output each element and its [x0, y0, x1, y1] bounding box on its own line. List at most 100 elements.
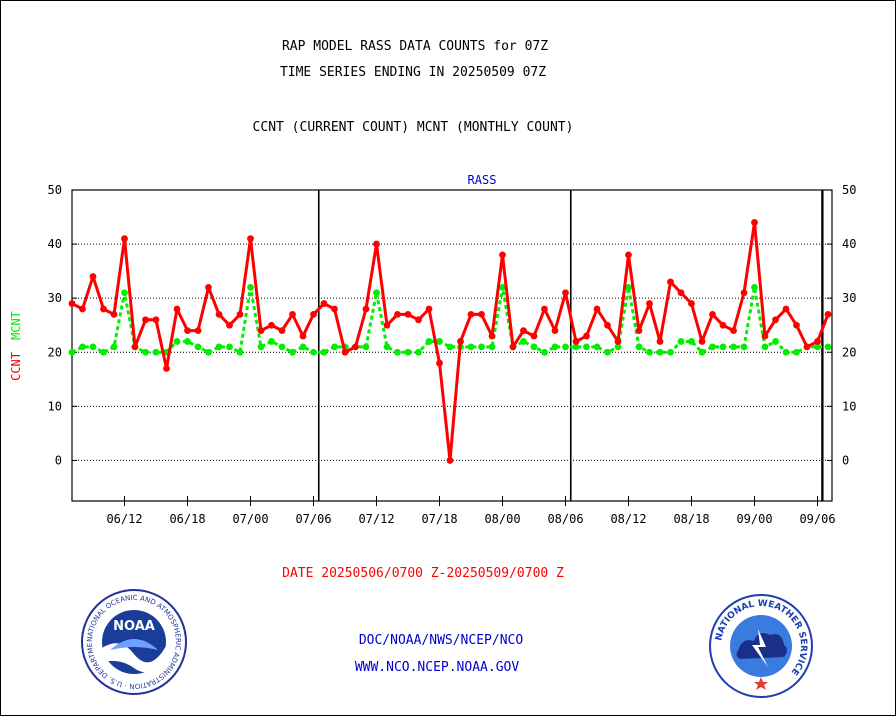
ccnt-series-point [436, 359, 443, 367]
x-tick-label: 09/00 [736, 512, 772, 526]
x-tick-label: 09/06 [799, 512, 835, 526]
ccnt-series-point [404, 311, 412, 318]
y-tick-label-right: 10 [842, 399, 856, 413]
y-tick-label-left: 0 [55, 453, 62, 467]
ccnt-series-point [131, 343, 139, 351]
ccnt-series-point [121, 235, 128, 243]
mcnt-series-point [730, 343, 737, 351]
ccnt-series-point [194, 327, 202, 335]
ccnt-series-point [299, 332, 307, 340]
ccnt-series-point [730, 327, 737, 335]
mcnt-series-point [499, 283, 506, 291]
mcnt-series-point [814, 343, 821, 351]
y-tick-label-left: 30 [48, 291, 62, 305]
mcnt-series-point [667, 348, 674, 356]
ccnt-series-point [604, 321, 611, 329]
y-tick-label-right: 50 [842, 183, 856, 197]
date-range-label: DATE 20250506/0700 Z-20250509/0700 Z [282, 566, 564, 581]
mcnt-series-point [100, 348, 107, 356]
ccnt-series-point [289, 311, 296, 318]
mcnt-series-point [194, 343, 202, 351]
mcnt-series-point [236, 348, 244, 356]
ccnt-series-point [688, 300, 695, 307]
ccnt-series-point [478, 311, 485, 318]
url-link[interactable]: WWW.NCO.NCEP.NOAA.GOV [354, 660, 520, 675]
mcnt-series-point [110, 343, 118, 351]
mcnt-series-point [761, 343, 769, 351]
ccnt-series-point [667, 278, 674, 286]
noaa-logo-text: NOAA [113, 619, 155, 634]
mcnt-series-point [688, 338, 695, 345]
ccnt-series-point [89, 273, 97, 280]
mcnt-series-point [394, 348, 401, 356]
ccnt-series-point [152, 316, 160, 324]
mcnt-series-point [593, 343, 601, 351]
mcnt-series-point [446, 343, 454, 351]
ccnt-series-point [362, 305, 370, 313]
ccnt-series-point [173, 305, 181, 313]
mcnt-series-point [467, 343, 475, 351]
ccnt-series-point [541, 305, 548, 313]
mcnt-series-point [551, 343, 559, 351]
ccnt-series-point [278, 327, 286, 335]
mcnt-series-point [719, 343, 727, 351]
ccnt-series-point [68, 300, 76, 307]
ccnt-series-point [425, 305, 433, 313]
mcnt-series-point [614, 343, 622, 351]
ccnt-series-point [79, 305, 86, 313]
mcnt-series-point [299, 343, 307, 351]
y-tick-label-right: 40 [842, 237, 856, 251]
ccnt-series-point [467, 311, 475, 318]
mcnt-series-point [331, 343, 338, 351]
mcnt-series-point [152, 348, 160, 356]
mcnt-series-point [247, 283, 254, 291]
y-axis-label-mcnt: MCNT [9, 311, 23, 340]
noaa-logo: NATIONAL OCEANIC AND ATMOSPHERIC ADMINIS… [80, 588, 187, 695]
ccnt-series-point [236, 311, 244, 318]
ccnt-series-point [205, 283, 212, 291]
ccnt-series-point [383, 321, 391, 329]
mcnt-series-point [320, 348, 328, 356]
mcnt-series-point [226, 343, 233, 351]
ccnt-series-point [352, 343, 359, 351]
ccnt-series-point [593, 305, 601, 313]
ccnt-series-point [257, 327, 265, 335]
y-tick-label-left: 20 [48, 345, 62, 359]
mcnt-series-point [751, 283, 758, 291]
mcnt-series-point [698, 348, 706, 356]
ccnt-series-point [457, 338, 464, 345]
ccnt-series-point [572, 338, 580, 345]
mcnt-series-point [478, 343, 485, 351]
mcnt-series-point [415, 348, 422, 356]
chart-subtitle: CCNT (CURRENT COUNT) MCNT (MONTHLY COUNT… [252, 120, 574, 135]
ccnt-series-point [310, 311, 317, 318]
ccnt-series-point [751, 219, 758, 226]
ccnt-series-point [142, 316, 149, 324]
ccnt-series-point [226, 321, 233, 329]
ccnt-series-point [394, 311, 401, 318]
ccnt-series-point [100, 305, 107, 313]
ccnt-series-point [488, 332, 496, 340]
ccnt-series-point [814, 338, 821, 345]
mcnt-series-point [79, 343, 86, 351]
y-tick-label-left: 40 [48, 237, 62, 251]
x-tick-label: 07/00 [232, 512, 268, 526]
mcnt-series-point [404, 348, 412, 356]
y-tick-label-right: 30 [842, 291, 856, 305]
ccnt-series-point [415, 316, 422, 324]
mcnt-series-point [635, 343, 643, 351]
ccnt-series-point [520, 327, 527, 335]
ccnt-series-point [215, 311, 223, 318]
mcnt-series-point [488, 343, 496, 351]
ccnt-series-point [163, 365, 170, 372]
mcnt-series-point [572, 343, 580, 351]
x-tick-label: 08/00 [484, 512, 520, 526]
chart-title-line2: TIME SERIES ENDING IN 20250509 07Z [279, 65, 547, 80]
chart-title-line1: RAP MODEL RASS DATA COUNTS for 07Z [281, 39, 549, 54]
ccnt-series-point [793, 321, 800, 329]
y-tick-label-left: 50 [48, 183, 62, 197]
ccnt-series-point [184, 327, 191, 335]
y-tick-label-right: 20 [842, 345, 856, 359]
mcnt-series-point [89, 343, 97, 351]
